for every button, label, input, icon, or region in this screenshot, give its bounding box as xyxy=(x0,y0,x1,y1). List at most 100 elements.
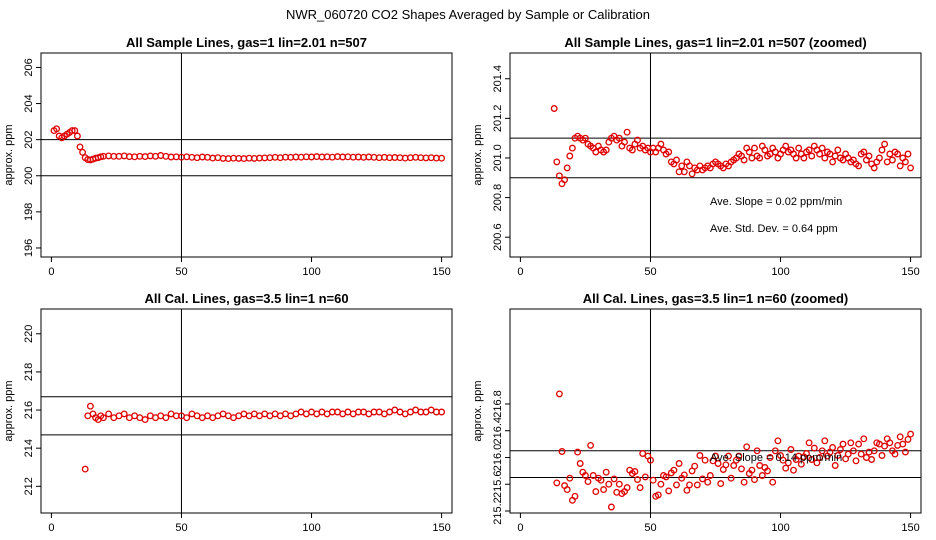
y-tick-label: 201.2 xyxy=(492,105,504,133)
data-point xyxy=(576,460,584,467)
data-point xyxy=(602,146,610,154)
data-point xyxy=(73,132,81,140)
plot-frame xyxy=(40,308,453,514)
data-point xyxy=(647,456,654,464)
data-point xyxy=(680,471,688,479)
data-point xyxy=(581,134,589,142)
plot-frame xyxy=(40,52,453,258)
data-point xyxy=(753,447,761,455)
y-tick-label: 216 xyxy=(23,401,35,419)
x-tick-label: 150 xyxy=(432,266,450,278)
x-tick-label: 50 xyxy=(644,522,656,534)
y-tick-label: 212 xyxy=(23,477,35,495)
data-point xyxy=(779,456,787,464)
data-point xyxy=(891,450,899,458)
data-point xyxy=(831,462,839,469)
y-tick-label: 200.6 xyxy=(492,223,504,251)
data-point xyxy=(183,414,191,422)
data-point xyxy=(870,447,878,455)
y-tick-label: 196 xyxy=(23,239,35,257)
data-point xyxy=(621,138,628,146)
data-point xyxy=(607,503,615,511)
data-point xyxy=(727,474,735,482)
data-point xyxy=(821,437,829,445)
data-point xyxy=(555,172,563,180)
data-point xyxy=(782,142,790,150)
data-point xyxy=(649,476,657,484)
plot-frame xyxy=(509,308,922,514)
data-point xyxy=(829,158,837,166)
x-tick-label: 100 xyxy=(302,266,320,278)
data-point xyxy=(561,176,569,184)
data-point xyxy=(706,472,714,479)
data-point xyxy=(800,154,808,162)
x-tick-label: 0 xyxy=(517,522,523,534)
data-point xyxy=(878,146,886,154)
y-axis-label: approx. ppm xyxy=(3,380,15,441)
data-point xyxy=(686,481,693,489)
data-point xyxy=(797,460,805,468)
y-tick-label: 206 xyxy=(23,58,35,76)
x-tick-label: 100 xyxy=(771,522,789,534)
data-point xyxy=(634,476,641,484)
x-tick-label: 50 xyxy=(175,266,187,278)
y-tick-label: 214 xyxy=(23,439,35,457)
data-point xyxy=(712,452,719,460)
x-tick-label: 0 xyxy=(517,266,523,278)
data-point xyxy=(581,472,589,479)
data-point xyxy=(870,164,878,172)
data-point xyxy=(766,454,774,461)
data-point xyxy=(878,452,886,459)
y-tick-label: 220 xyxy=(23,325,35,343)
data-point xyxy=(568,144,576,152)
data-point xyxy=(550,105,558,112)
data-point xyxy=(71,127,79,135)
data-point xyxy=(571,492,579,500)
annotation-text: Ave. Std. Dev. = 0.64 ppm xyxy=(710,223,838,235)
data-point xyxy=(657,140,665,148)
data-point xyxy=(693,481,701,489)
data-point xyxy=(623,128,631,136)
data-point xyxy=(829,444,837,451)
data-point xyxy=(899,440,907,448)
data-point xyxy=(675,460,683,467)
data-point xyxy=(740,478,748,486)
data-point xyxy=(79,148,87,156)
data-point xyxy=(714,460,722,467)
data-point xyxy=(907,430,915,438)
data-point xyxy=(860,435,868,443)
data-point xyxy=(563,164,571,172)
data-point xyxy=(740,156,748,164)
data-point xyxy=(745,148,753,156)
data-point xyxy=(852,457,860,465)
data-point xyxy=(813,459,821,467)
data-point xyxy=(673,481,680,489)
data-point xyxy=(563,486,571,494)
data-point xyxy=(691,462,699,470)
chart-panel-2: All Sample Lines, gas=1 lin=2.01 n=507 (… xyxy=(472,35,922,278)
annotation-text: Ave. Slope = 0.14 ppm/min xyxy=(710,452,842,464)
data-point xyxy=(868,456,876,463)
data-point xyxy=(782,464,790,472)
data-point xyxy=(654,491,662,499)
x-tick-label: 50 xyxy=(175,522,187,534)
data-point xyxy=(803,450,810,457)
x-tick-label: 100 xyxy=(302,522,320,534)
y-tick-label: 216.8 xyxy=(492,390,504,418)
y-tick-label: 216.0 xyxy=(492,444,504,472)
y-axis-label: approx. ppm xyxy=(472,380,484,441)
data-point xyxy=(665,487,673,495)
data-point xyxy=(623,484,631,492)
data-point xyxy=(670,466,678,474)
data-point xyxy=(904,435,912,443)
data-point xyxy=(834,146,842,154)
data-point xyxy=(730,462,738,469)
data-point xyxy=(592,488,600,496)
data-point xyxy=(610,475,618,483)
data-point xyxy=(818,447,826,455)
data-point xyxy=(99,414,107,422)
data-point xyxy=(771,447,779,455)
data-point xyxy=(683,486,691,494)
data-point xyxy=(81,465,89,473)
